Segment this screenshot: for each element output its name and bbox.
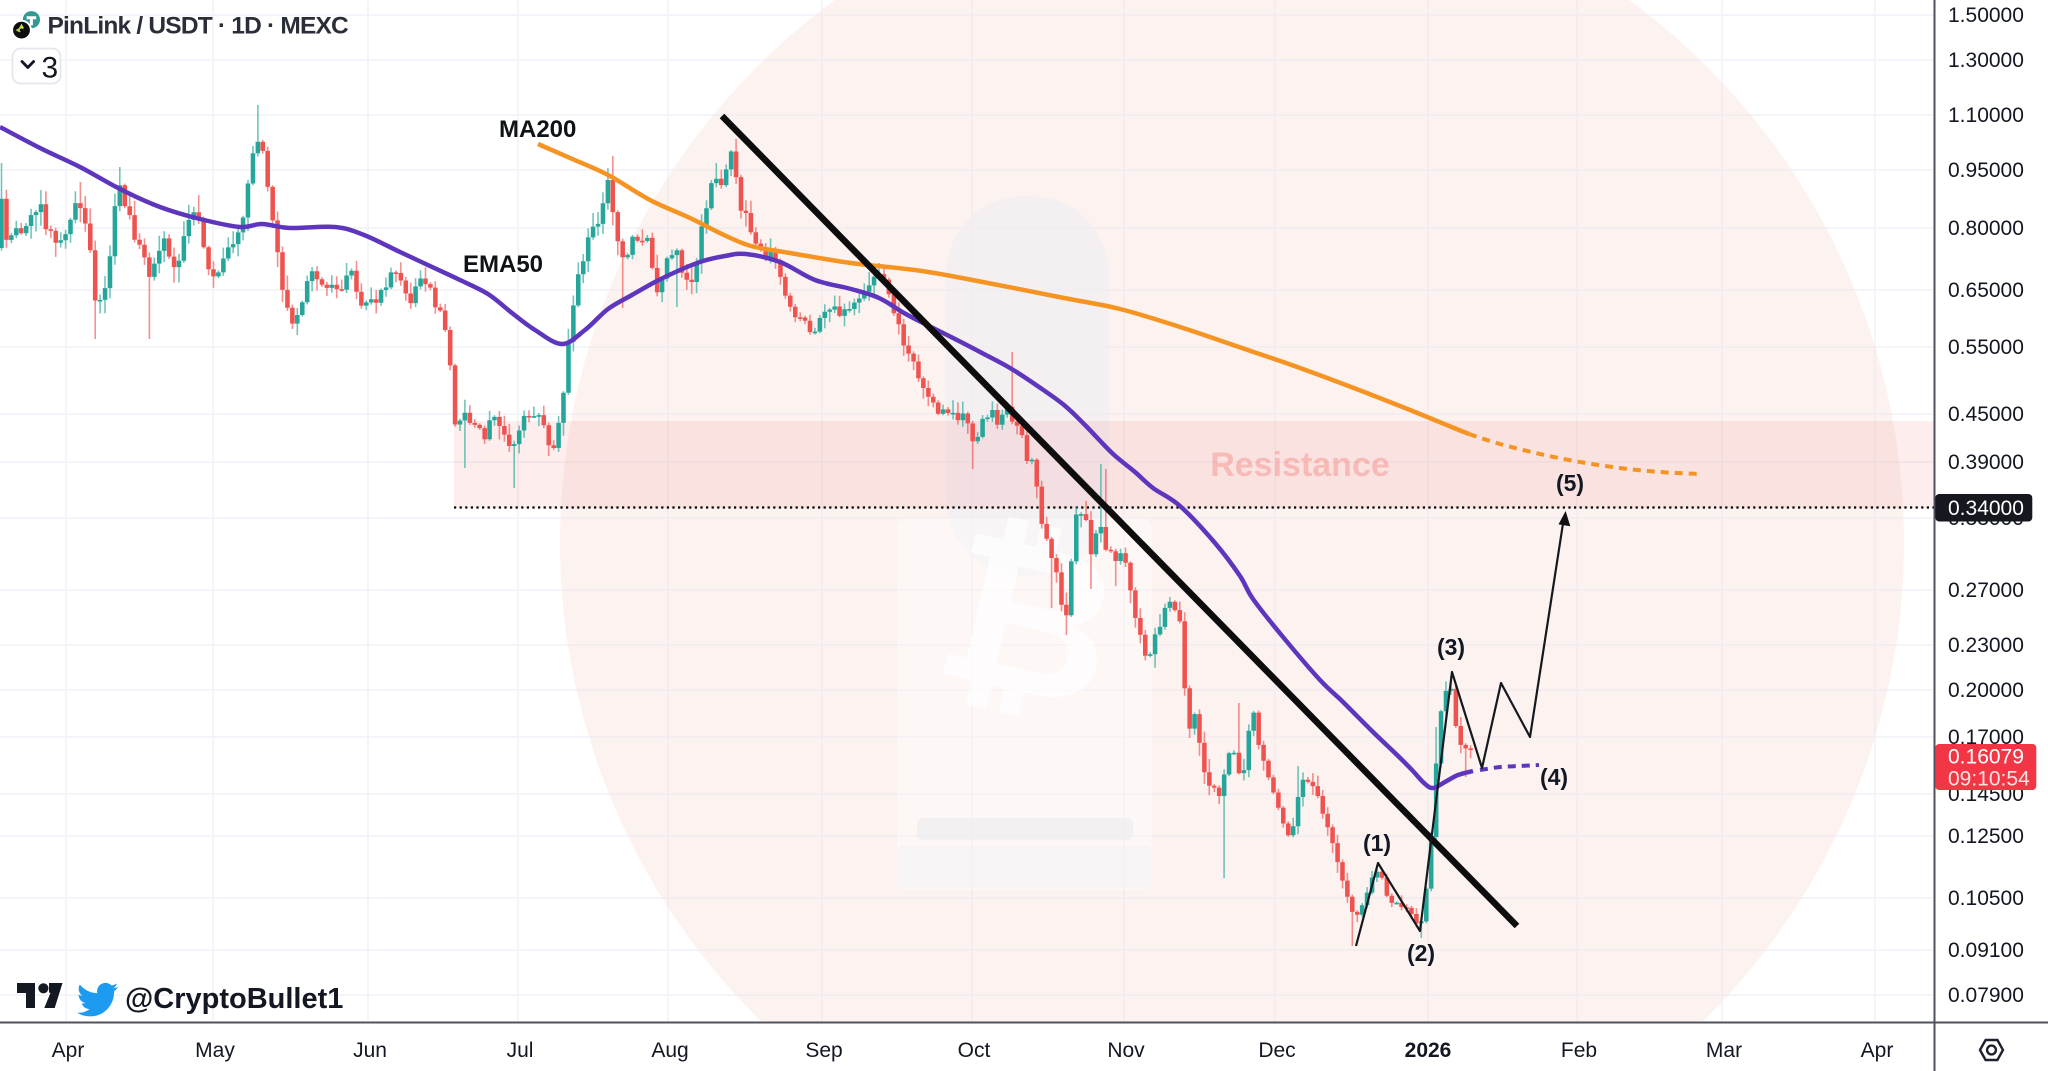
svg-text:3: 3 [42, 52, 59, 85]
svg-text:0.09100: 0.09100 [1948, 939, 2024, 962]
svg-text:0.16079: 0.16079 [1948, 746, 2024, 769]
svg-text:EMA50: EMA50 [463, 251, 543, 278]
svg-text:0.17000: 0.17000 [1948, 726, 2024, 749]
svg-text:Nov: Nov [1107, 1039, 1145, 1062]
svg-text:0.45000: 0.45000 [1948, 403, 2024, 426]
svg-text:0.20000: 0.20000 [1948, 679, 2024, 702]
svg-text:Dec: Dec [1258, 1039, 1295, 1062]
svg-text:Apr: Apr [1861, 1039, 1894, 1062]
svg-text:0.12500: 0.12500 [1948, 825, 2024, 848]
svg-text:Resistance: Resistance [1210, 446, 1390, 484]
svg-text:Feb: Feb [1561, 1039, 1597, 1062]
svg-text:@CryptoBullet1: @CryptoBullet1 [125, 983, 343, 1015]
svg-text:Apr: Apr [52, 1039, 85, 1062]
svg-text:(2): (2) [1407, 940, 1435, 966]
svg-text:May: May [195, 1039, 235, 1062]
svg-text:0.27000: 0.27000 [1948, 579, 2024, 602]
svg-text:0.55000: 0.55000 [1948, 336, 2024, 359]
svg-text:1.30000: 1.30000 [1948, 49, 2024, 72]
svg-text:0.65000: 0.65000 [1948, 279, 2024, 302]
svg-text:1.50000: 1.50000 [1948, 4, 2024, 27]
svg-text:Oct: Oct [958, 1039, 991, 1062]
svg-text:Mar: Mar [1706, 1039, 1742, 1062]
svg-text:0.80000: 0.80000 [1948, 217, 2024, 240]
svg-text:Aug: Aug [651, 1039, 688, 1062]
svg-text:(4): (4) [1540, 764, 1568, 790]
svg-text:Jun: Jun [353, 1039, 387, 1062]
svg-text:0.95000: 0.95000 [1948, 159, 2024, 182]
svg-text:(1): (1) [1363, 830, 1391, 856]
svg-text:Jul: Jul [507, 1039, 534, 1062]
svg-text:09:10:54: 09:10:54 [1948, 768, 2030, 791]
svg-text:0.10500: 0.10500 [1948, 887, 2024, 910]
svg-text:0.07900: 0.07900 [1948, 984, 2024, 1007]
svg-text:2026: 2026 [1405, 1039, 1452, 1062]
svg-text:Sep: Sep [805, 1039, 842, 1062]
svg-text:(3): (3) [1437, 634, 1465, 660]
svg-text:0.23000: 0.23000 [1948, 634, 2024, 657]
svg-text:0.34000: 0.34000 [1948, 497, 2024, 520]
svg-text:0.39000: 0.39000 [1948, 451, 2024, 474]
svg-text:1.10000: 1.10000 [1948, 104, 2024, 127]
svg-text:(5): (5) [1556, 470, 1584, 496]
svg-text:PinLink / USDT · 1D · MEXC: PinLink / USDT · 1D · MEXC [48, 13, 350, 40]
svg-text:MA200: MA200 [499, 116, 576, 143]
